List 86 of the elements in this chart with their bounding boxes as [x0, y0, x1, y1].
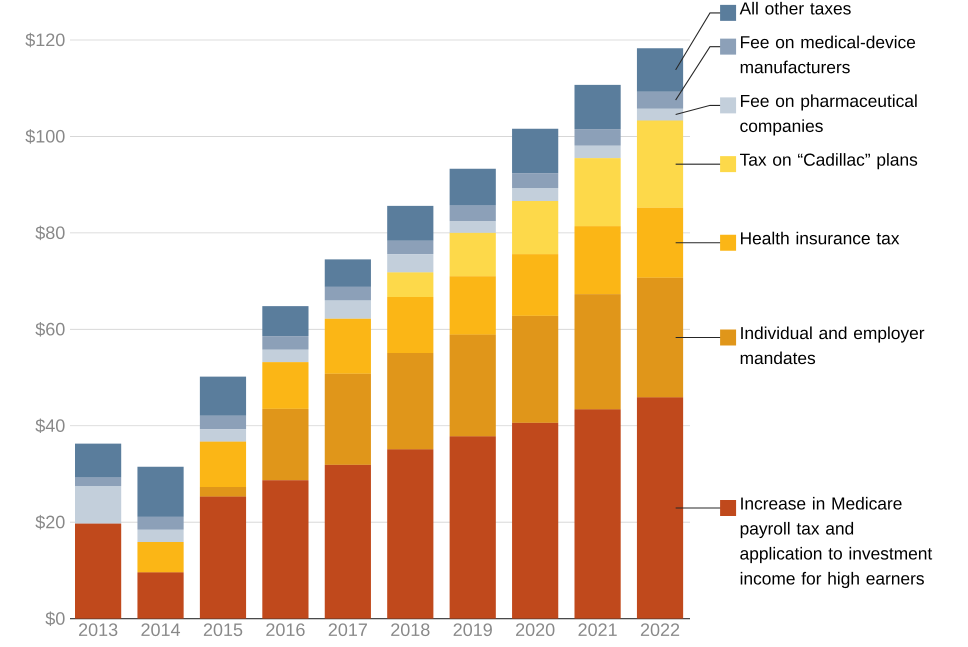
bar — [387, 297, 434, 354]
bar — [512, 254, 558, 316]
bar — [137, 542, 184, 573]
bar — [200, 429, 246, 442]
bar — [636, 120, 684, 208]
x-tick-label: 2016 — [266, 624, 305, 636]
x-tick-label: 2014 — [141, 624, 180, 636]
bar — [450, 221, 496, 234]
x-tick-label: 2019 — [454, 624, 492, 636]
bar — [574, 226, 621, 294]
y-tick-label: $20 — [35, 515, 65, 530]
bar — [200, 487, 246, 497]
bar — [387, 272, 434, 298]
bar — [200, 376, 246, 416]
bar — [324, 374, 371, 466]
legend-label: Individual and employer mandates — [740, 326, 924, 364]
bar — [574, 129, 621, 146]
bar — [324, 260, 371, 288]
bar — [324, 465, 371, 619]
bar — [75, 524, 122, 619]
bar — [574, 294, 621, 410]
bar — [512, 128, 558, 174]
bar — [512, 201, 558, 254]
legend-label: Tax on “Cadillac” plans — [740, 153, 918, 170]
bar — [137, 572, 184, 619]
bar — [636, 48, 684, 92]
bar — [75, 478, 122, 486]
bar — [262, 350, 309, 362]
legend-label: All other taxes — [740, 2, 851, 15]
bar — [387, 206, 434, 241]
legend-label: Fee on medical-device manufacturers — [740, 36, 916, 74]
bar — [200, 416, 246, 430]
bar — [450, 334, 496, 437]
y-tick-label: $80 — [35, 226, 65, 240]
bar — [574, 158, 621, 226]
bar — [450, 233, 496, 276]
legend-label: Fee on pharmaceutical companies — [740, 94, 917, 136]
x-tick-label: 2018 — [391, 624, 430, 636]
bar — [450, 436, 496, 619]
bar — [450, 206, 496, 222]
bar — [137, 530, 184, 542]
x-tick-label: 2022 — [640, 624, 680, 636]
bar — [200, 496, 246, 619]
y-tick-label: $120 — [25, 32, 65, 48]
x-tick-label: 2015 — [204, 624, 242, 636]
legend-label: Increase in Medicare payroll tax and application to investment income for high earners — [740, 497, 932, 588]
bar — [324, 300, 371, 319]
bar — [636, 278, 684, 398]
bar — [137, 466, 184, 518]
bar — [636, 208, 684, 278]
bar — [262, 362, 309, 410]
bar — [636, 92, 684, 109]
bar — [450, 276, 496, 335]
bar — [137, 517, 184, 530]
x-tick-label: 2021 — [578, 624, 617, 636]
bar — [262, 480, 309, 619]
y-tick-label: $100 — [25, 129, 65, 144]
y-tick-label: $0 — [45, 612, 65, 626]
bar — [324, 318, 371, 374]
bar — [450, 168, 496, 206]
y-tick-label: $40 — [35, 418, 65, 434]
bar — [387, 450, 434, 619]
bar — [574, 85, 621, 130]
bar — [512, 316, 558, 424]
bar — [387, 254, 434, 273]
bar — [262, 336, 309, 350]
bar — [512, 423, 558, 619]
bar — [75, 486, 122, 524]
bar — [636, 397, 684, 619]
bar — [75, 444, 122, 478]
bar — [512, 188, 558, 202]
x-tick-label: 2013 — [78, 624, 118, 636]
x-tick-label: 2020 — [516, 624, 554, 636]
bar — [636, 108, 684, 121]
bar — [200, 442, 246, 488]
bar — [387, 240, 434, 254]
bar — [262, 306, 309, 336]
bar — [574, 146, 621, 158]
bar — [512, 173, 558, 188]
bar — [324, 287, 371, 301]
x-tick-label: 2017 — [328, 624, 367, 636]
bar — [574, 410, 621, 619]
bar — [387, 353, 434, 450]
y-tick-label: $60 — [35, 322, 65, 337]
bar — [262, 409, 309, 480]
legend-label: Health insurance tax — [741, 232, 900, 245]
